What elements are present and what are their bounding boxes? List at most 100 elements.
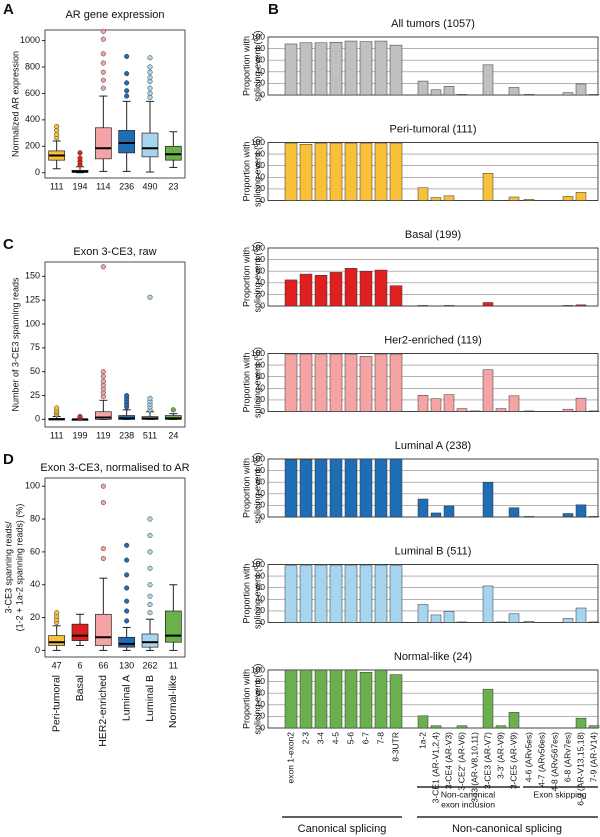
bar (284, 669, 298, 729)
x-tick-label: exon 1-exon2 (285, 732, 295, 784)
bar (314, 142, 328, 201)
bar (508, 395, 520, 412)
y-axis-label: 3-CE3 spanning reads/ (3, 521, 13, 614)
bar (284, 459, 298, 518)
bar (299, 353, 313, 412)
outlier (147, 90, 153, 96)
y-tick-label: 100 (251, 453, 265, 463)
bar (575, 397, 587, 412)
outlier (100, 85, 106, 91)
y-tick-label: 600 (25, 88, 40, 98)
outlier (77, 150, 83, 156)
bar (562, 513, 574, 518)
bar (482, 481, 494, 518)
y-tick-label: 100 (25, 481, 40, 491)
box (94, 127, 112, 160)
bar (562, 305, 574, 307)
outlier (170, 407, 176, 413)
category-label: Normal-like (167, 675, 179, 728)
x-tick-label: 4-8 (ARv567es) (549, 732, 559, 792)
y-tick-label: 0 (260, 722, 265, 732)
x-tick-label: 6-9 (AR-V13,15,18) (575, 732, 585, 806)
x-tick-label: 3-CE2' (AR-V6) (456, 732, 466, 791)
outlier (54, 123, 60, 130)
bar (417, 604, 429, 623)
y-tick-label: 1000 (20, 35, 40, 45)
plot-frame (44, 261, 186, 428)
y-tick-label: 100 (251, 31, 265, 41)
y-tick-label: 20 (30, 612, 40, 622)
outlier (54, 610, 60, 616)
y-tick-label: 20 (256, 394, 266, 404)
panel-label: D (3, 451, 14, 468)
box (71, 623, 89, 641)
y-tick-label: 20 (256, 711, 266, 721)
bar (284, 142, 298, 201)
bar (314, 354, 328, 412)
bar (417, 80, 429, 96)
bar (344, 669, 358, 729)
outlier (100, 36, 106, 42)
y-axis-label: splicing event (%) (252, 241, 262, 312)
y-tick-label: 20 (256, 183, 266, 193)
outlier (100, 483, 106, 489)
bar (430, 725, 442, 729)
x-tick-label: 6-8 (ARv7es) (562, 732, 572, 782)
x-tick-label: 3-3' (AR-V9) (495, 732, 505, 779)
count-label: 511 (143, 430, 157, 440)
bar (417, 715, 429, 729)
y-tick-label: 20 (256, 78, 266, 88)
y-axis-label: splicing event (%) (252, 452, 262, 523)
bar (417, 305, 429, 307)
bar (359, 672, 373, 729)
y-tick-label: 100 (251, 242, 265, 252)
bar (456, 621, 468, 623)
bar (575, 304, 587, 307)
bar (562, 196, 574, 201)
count-label: 119 (96, 430, 110, 440)
bar (588, 94, 600, 96)
bar (575, 607, 587, 623)
y-tick-label: 60 (256, 476, 266, 486)
x-tick-label: 4-5 (330, 732, 340, 745)
plot-frame (267, 247, 599, 307)
x-tick-label: 7-9 (AR-V14) (588, 732, 598, 782)
count-label: 199 (72, 430, 87, 440)
y-tick-label: 20 (256, 605, 266, 615)
bar (299, 42, 313, 96)
x-tick-label: 4-7 (ARv56es) (536, 732, 546, 787)
count-label: 47 (52, 660, 62, 670)
outlier (124, 585, 130, 591)
chart-title: Peri-tumoral (111) (389, 123, 476, 135)
bar (299, 459, 313, 518)
outlier (124, 542, 130, 548)
bar (314, 42, 328, 96)
bar (588, 725, 600, 729)
outlier (147, 565, 153, 571)
bar (329, 353, 343, 412)
y-axis-label: Proportion with (241, 141, 251, 201)
box (164, 610, 182, 643)
outlier (147, 85, 153, 91)
bar (482, 64, 494, 96)
y-tick-label: 0 (260, 406, 265, 416)
bar (314, 669, 328, 729)
x-tick-label: 3-CE5 (AR-V9) (508, 732, 518, 789)
y-axis-label: Proportion with (241, 36, 251, 96)
chart-title: Luminal B (511) (395, 545, 472, 557)
bar (562, 618, 574, 623)
count-label: 194 (72, 181, 87, 191)
box (94, 613, 112, 646)
bar (389, 44, 403, 96)
outlier (124, 71, 130, 77)
y-tick-label: 80 (256, 676, 266, 686)
bar (588, 410, 600, 412)
y-tick-label: 0 (260, 511, 265, 521)
outlier (100, 77, 106, 83)
y-tick-label: 75 (30, 342, 40, 352)
chart-title: Exon 3-CE3, normalised to AR (40, 462, 189, 474)
bar (469, 410, 481, 412)
x-tick-label: 5-6 (345, 732, 355, 745)
x-tick-label: 3-4 (315, 732, 325, 745)
